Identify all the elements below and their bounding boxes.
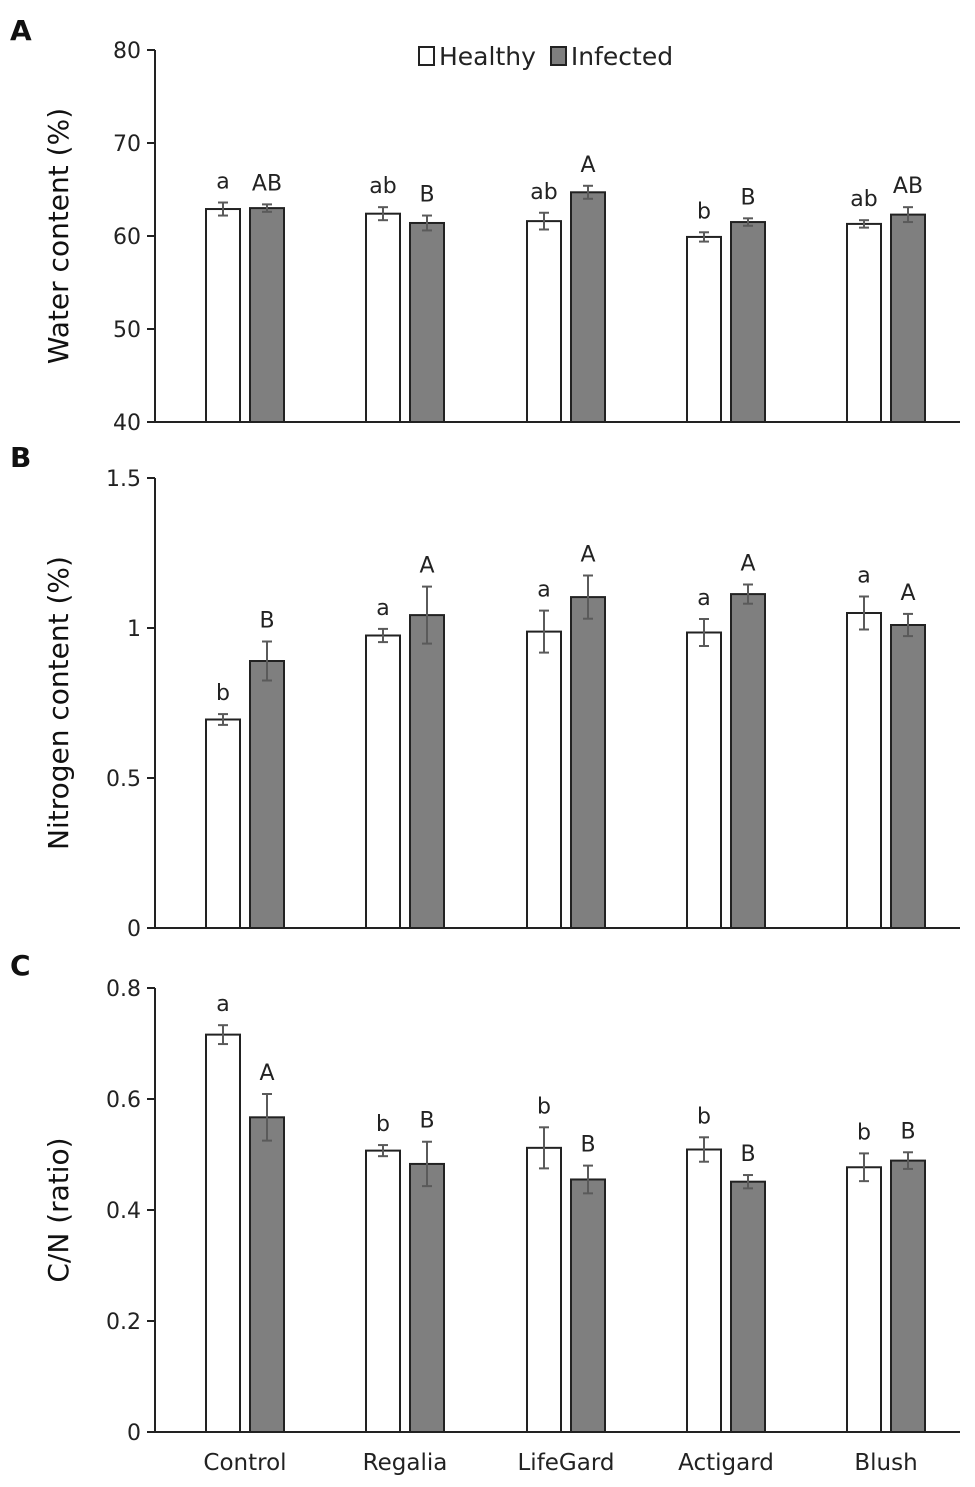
- panel-c-bar-healthy-blush: [846, 1166, 882, 1433]
- panel-c-bar-infected-lifegard: [570, 1178, 606, 1433]
- panel-b-significance-letter-infected: A: [740, 552, 755, 577]
- panel-b-bar-infected-control: [249, 660, 285, 929]
- panel-b-bar-infected-regalia: [409, 614, 445, 929]
- panel-b-significance-letter-infected: A: [900, 581, 915, 606]
- panel-c-significance-letter-infected: B: [419, 1109, 434, 1134]
- panel-c-bar-infected-blush: [890, 1159, 926, 1433]
- panel-c-y-axis-title: C/N (ratio): [42, 1137, 75, 1282]
- panel-c-x-tick-label: Regalia: [363, 1450, 448, 1476]
- panel-c-significance-letter-healthy: b: [376, 1112, 390, 1137]
- panel-b-significance-letter-infected: A: [580, 543, 595, 568]
- panel-b-y-axis-title: Nitrogen content (%): [42, 556, 75, 850]
- panel-a-bar-infected-actigard: [730, 221, 766, 423]
- panel-b-significance-letter-healthy: a: [376, 596, 389, 621]
- panel-c-label: C: [10, 949, 31, 982]
- panel-b-bar-infected-lifegard: [570, 596, 606, 929]
- legend-label-infected: Infected: [570, 41, 674, 71]
- panel-a-bar-infected-regalia: [409, 221, 445, 423]
- panel-c-x-tick-label: Actigard: [678, 1450, 774, 1476]
- panel-a-bar-healthy-lifegard: [526, 220, 562, 423]
- panel-a-significance-letter-healthy: ab: [850, 187, 877, 212]
- panel-a-y-tick-label: 60: [113, 225, 141, 250]
- panel-c-significance-letter-healthy: b: [697, 1104, 711, 1129]
- panel-c-y-tick-label: 0: [127, 1421, 141, 1446]
- panel-c-x-tick-label: LifeGard: [517, 1450, 614, 1476]
- panel-b-y-tick-label: 0.5: [106, 767, 141, 792]
- panel-a-significance-letter-healthy: b: [697, 199, 711, 224]
- panel-b-bar-infected-actigard: [730, 593, 766, 929]
- panel-b-y-tick-label: 1: [127, 617, 141, 642]
- panel-a-y-tick-label: 50: [113, 318, 141, 343]
- panel-c-significance-letter-infected: B: [900, 1119, 915, 1144]
- panel-b-significance-letter-healthy: a: [857, 564, 870, 589]
- panel-b-y-tick-label: 0: [127, 917, 141, 942]
- panel-a-significance-letter-healthy: ab: [530, 180, 557, 205]
- panel-a-bar-healthy-regalia: [365, 212, 401, 423]
- panel-a-y-tick-label: 80: [113, 39, 141, 64]
- panel-a-bar-healthy-actigard: [686, 235, 722, 423]
- panel-b-significance-letter-healthy: a: [697, 586, 710, 611]
- panel-c-bar-healthy-actigard: [686, 1148, 722, 1433]
- panel-a-significance-letter-infected: A: [580, 153, 595, 178]
- panel-c-significance-letter-infected: B: [580, 1133, 595, 1158]
- panel-a-bar-infected-blush: [890, 213, 926, 423]
- panel-a-bar-healthy-blush: [846, 222, 882, 423]
- panel-c-bar-healthy-regalia: [365, 1149, 401, 1433]
- panel-c-y-tick-label: 0.8: [106, 977, 141, 1002]
- panel-c-bar-healthy-lifegard: [526, 1146, 562, 1433]
- panel-c-bar-healthy-control: [205, 1033, 241, 1433]
- panel-a-bar-infected-lifegard: [570, 191, 606, 423]
- panel-c-significance-letter-healthy: b: [537, 1094, 551, 1119]
- panel-a-y-tick-label: 70: [113, 132, 141, 157]
- panel-a-bar-healthy-control: [205, 208, 241, 423]
- panel-c-significance-letter-healthy: b: [857, 1120, 871, 1145]
- panel-a-significance-letter-infected: B: [740, 185, 755, 210]
- panel-c-bar-infected-control: [249, 1116, 285, 1433]
- panel-b-significance-letter-infected: A: [419, 554, 434, 579]
- panel-c-significance-letter-infected: B: [740, 1142, 755, 1167]
- panel-b-bar-healthy-actigard: [686, 631, 722, 929]
- panel-c-bar-infected-regalia: [409, 1162, 445, 1434]
- legend-swatch-healthy: [418, 46, 435, 66]
- panel-b-bar-healthy-blush: [846, 612, 882, 929]
- legend-item-healthy: Healthy: [418, 42, 536, 71]
- panel-c-significance-letter-infected: A: [259, 1061, 274, 1086]
- panel-c-y-tick-label: 0.4: [106, 1199, 141, 1224]
- panel-c-x-tick-label: Control: [203, 1450, 286, 1476]
- panel-a-significance-letter-healthy: a: [216, 170, 229, 195]
- legend-swatch-infected: [549, 46, 567, 66]
- panel-a-significance-letter-infected: AB: [893, 174, 923, 199]
- panel-b-significance-letter-healthy: a: [537, 578, 550, 603]
- panel-a-y-axis-title: Water content (%): [42, 108, 75, 364]
- panel-c-x-tick-label: Blush: [854, 1450, 917, 1476]
- panel-b-bar-infected-blush: [890, 624, 926, 929]
- panel-b-bar-healthy-control: [205, 718, 241, 929]
- panel-b-significance-letter-healthy: b: [216, 681, 230, 706]
- panel-c-significance-letter-healthy: a: [216, 992, 229, 1017]
- panel-b-significance-letter-infected: B: [259, 609, 274, 634]
- panel-a-significance-letter-infected: AB: [252, 171, 282, 196]
- panel-c-y-tick-label: 0.6: [106, 1088, 141, 1113]
- legend-label-healthy: Healthy: [439, 41, 536, 71]
- legend-item-infected: Infected: [549, 41, 674, 71]
- panel-a-bar-infected-control: [249, 207, 285, 423]
- panel-c-y-tick-label: 0.2: [106, 1310, 141, 1335]
- panel-b-bar-healthy-lifegard: [526, 630, 562, 929]
- panel-c-bar-infected-actigard: [730, 1180, 766, 1433]
- panel-a-label: A: [10, 14, 32, 47]
- legend: Healthy Infected: [418, 40, 673, 72]
- panel-a-significance-letter-healthy: ab: [369, 174, 396, 199]
- panel-b-bar-healthy-regalia: [365, 634, 401, 929]
- panel-a-significance-letter-infected: B: [419, 183, 434, 208]
- panel-a-y-tick-label: 40: [113, 411, 141, 436]
- panel-b-y-tick-label: 1.5: [106, 467, 141, 492]
- panel-b-label: B: [10, 441, 31, 474]
